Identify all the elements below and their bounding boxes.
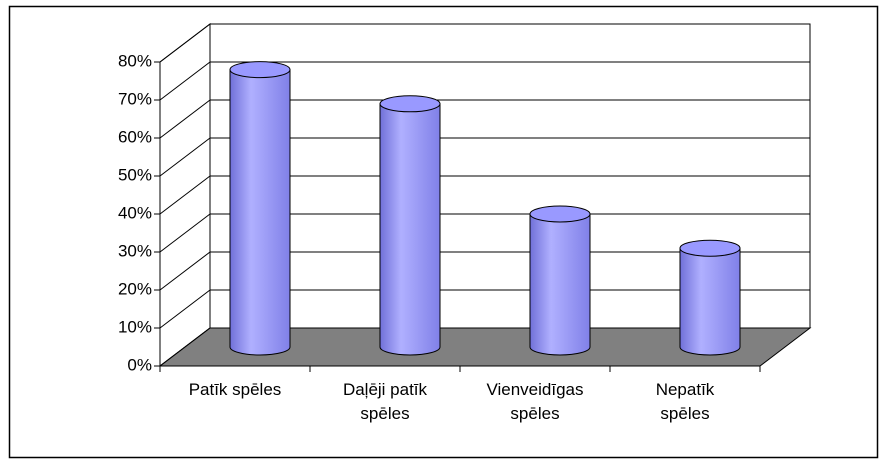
y-tick-label: 10% <box>118 317 152 336</box>
y-tick-label: 80% <box>118 51 152 70</box>
bar-top <box>679 239 741 257</box>
side-grid-line <box>159 175 211 215</box>
y-tick-label: 30% <box>118 241 152 260</box>
x-tick-label: Vienveidīgas spēles <box>486 380 584 423</box>
side-grid-line <box>159 213 211 253</box>
bar <box>679 247 741 356</box>
side-grid-line <box>159 137 211 177</box>
x-tick-label: Nepatīk spēles <box>655 380 715 423</box>
bar <box>379 103 441 356</box>
side-grid-line <box>159 251 211 291</box>
x-tick-label: Daļēji patīk spēles <box>342 380 428 423</box>
y-tick-label: 60% <box>118 127 152 146</box>
side-grid-line <box>159 99 211 139</box>
y-tick-label: 70% <box>118 89 152 108</box>
side-grid-line <box>159 23 211 63</box>
y-tick-label: 40% <box>118 203 152 222</box>
y-tick-label: 20% <box>118 279 152 298</box>
side-grid-line <box>159 61 211 101</box>
bar <box>229 69 291 356</box>
bar <box>529 213 591 356</box>
side-grid-line <box>159 327 211 367</box>
y-tick-label: 0% <box>127 355 152 374</box>
x-tick-label: Patīk spēles <box>188 380 282 399</box>
bar-top <box>379 95 441 113</box>
y-tick-label: 50% <box>118 165 152 184</box>
bar-top <box>529 205 591 223</box>
bar-top <box>229 61 291 79</box>
side-grid-line <box>159 289 211 329</box>
